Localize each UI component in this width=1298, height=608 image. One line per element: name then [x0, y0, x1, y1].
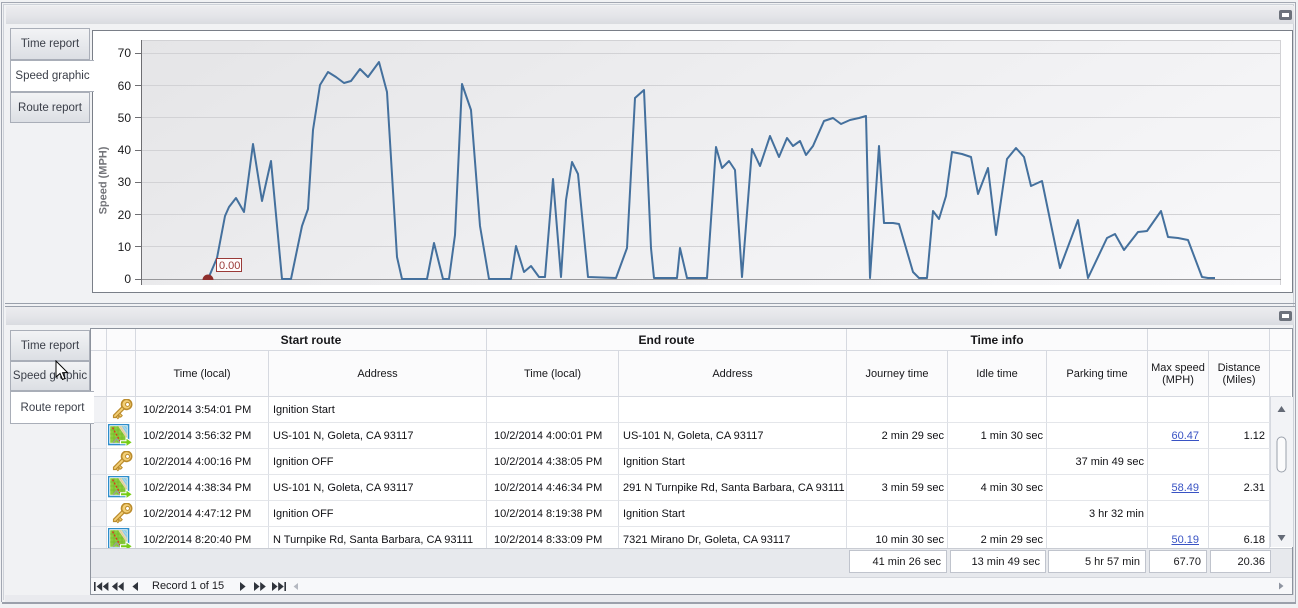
svg-text:0.00: 0.00	[219, 260, 240, 272]
